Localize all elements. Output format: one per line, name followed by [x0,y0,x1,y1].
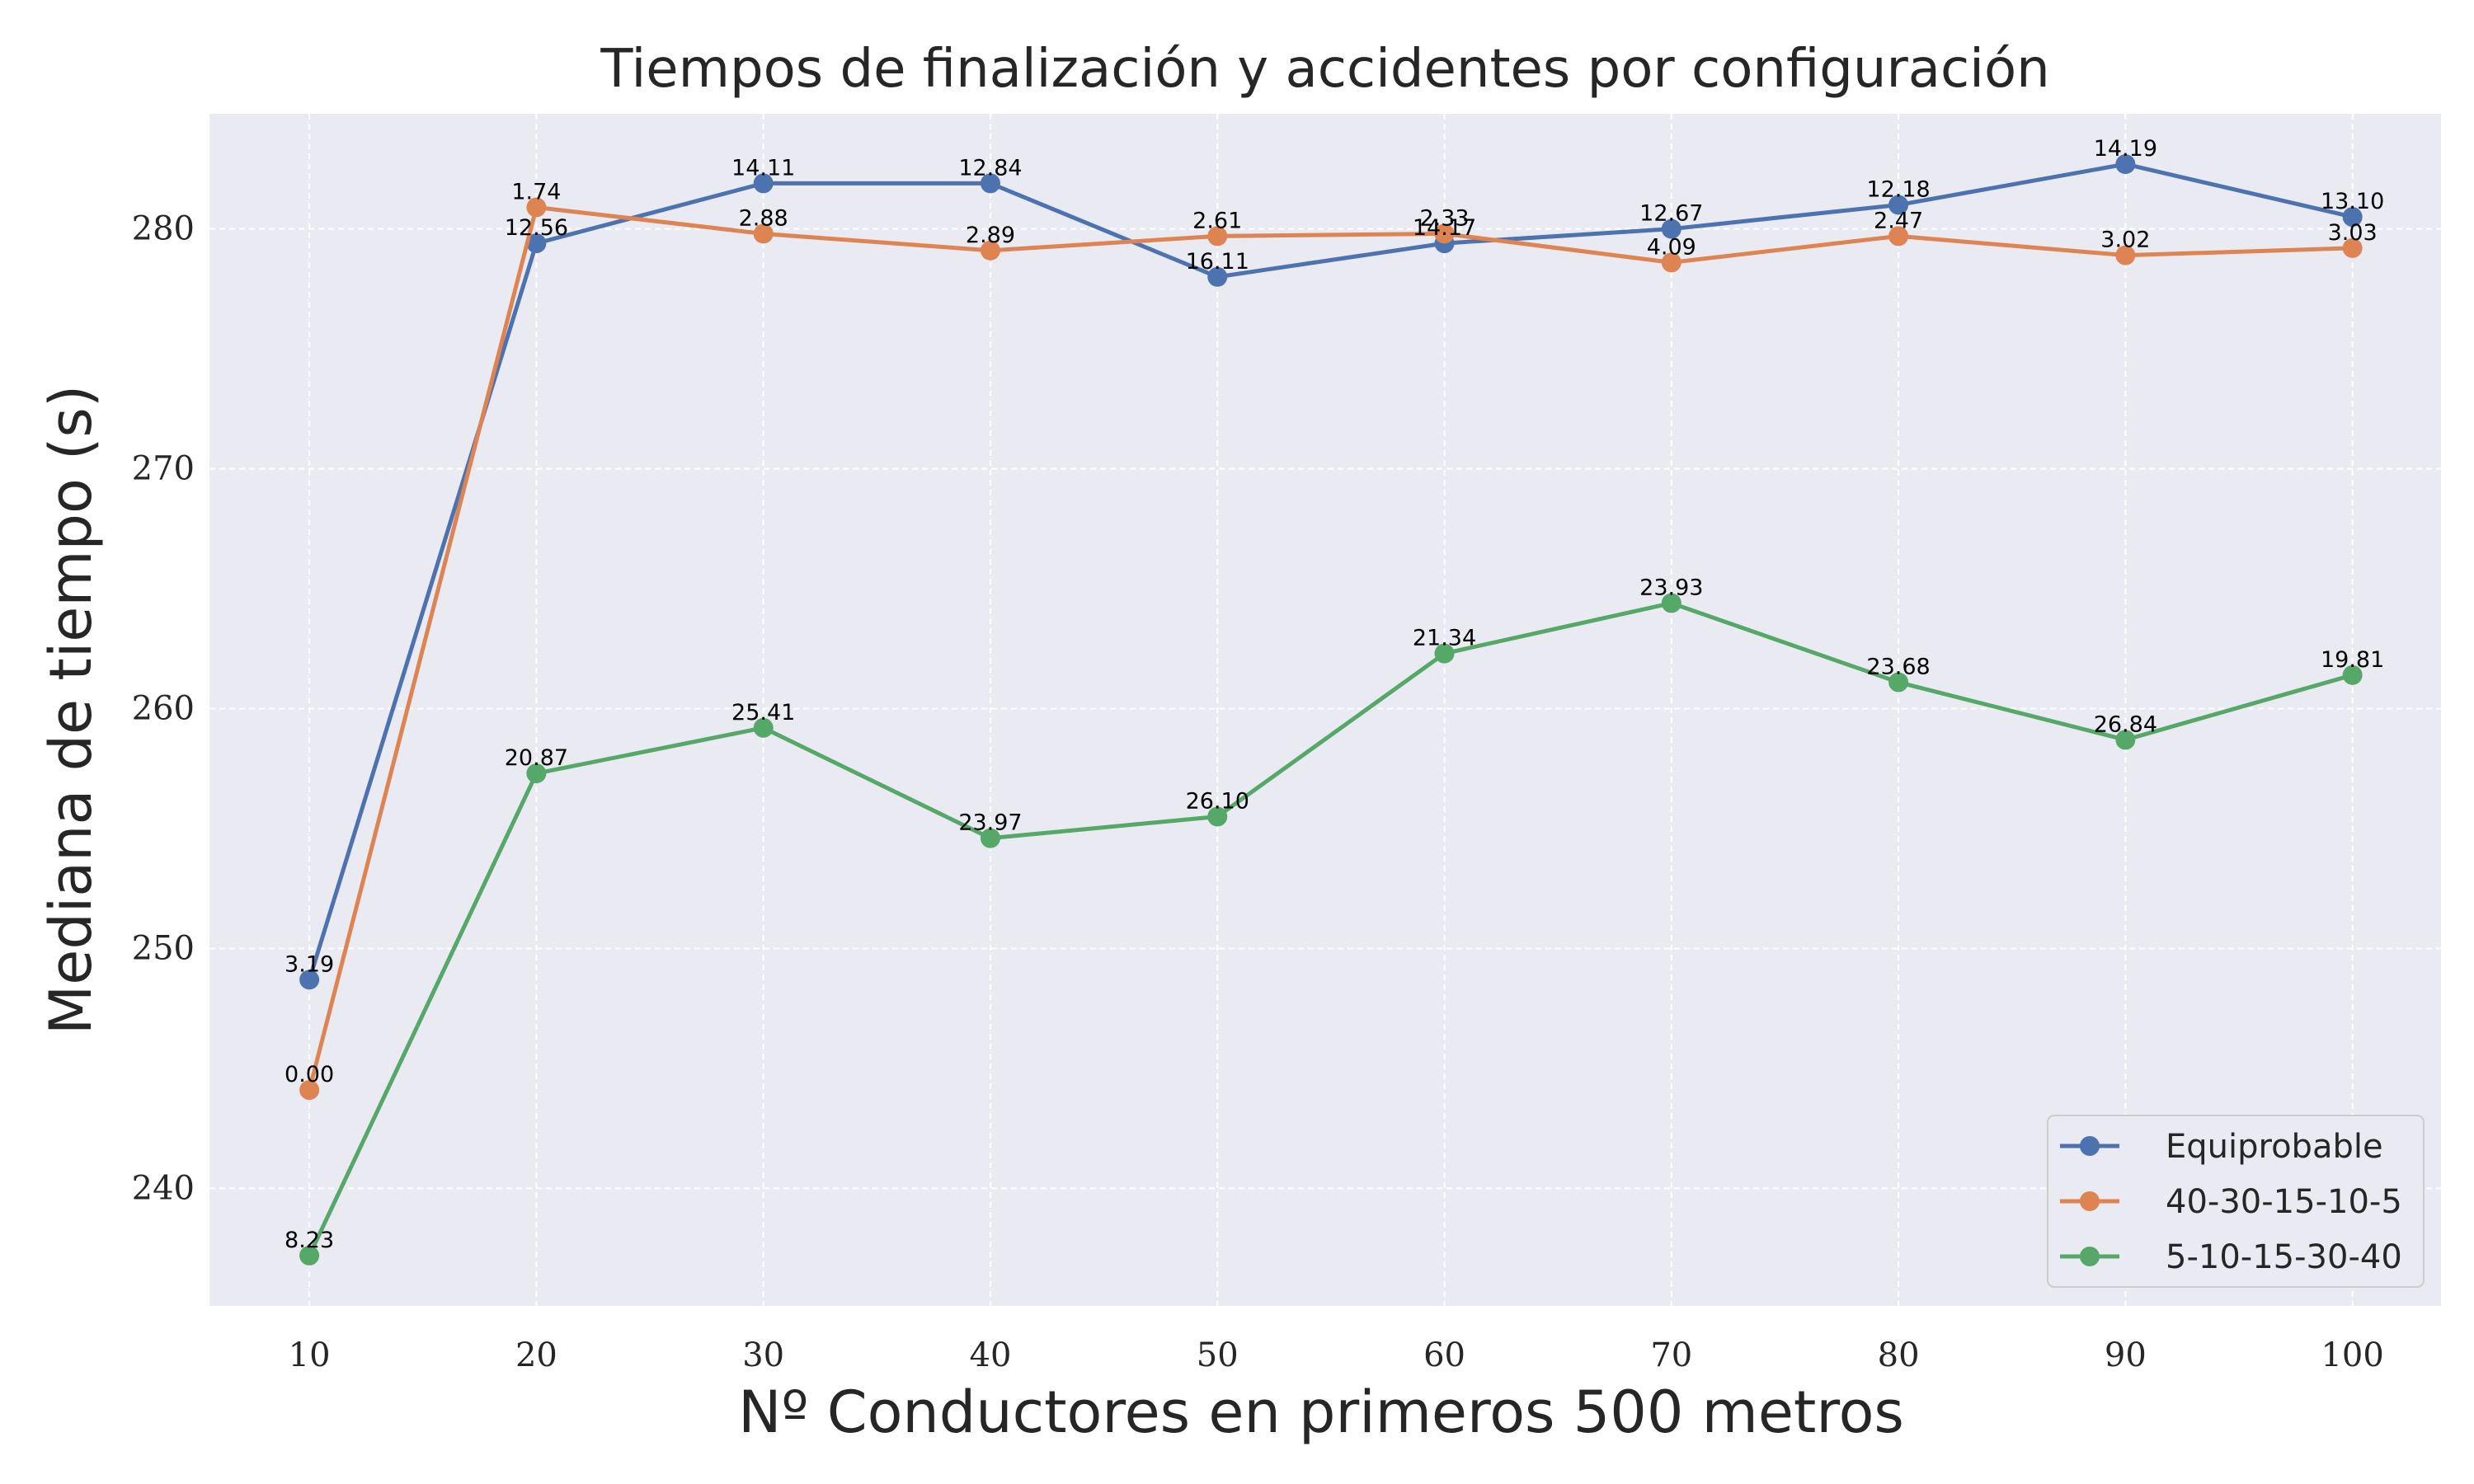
data-point [299,970,320,990]
y-tick-label: 250 [132,929,195,967]
data-labels: 3.19 12.56 14.11 12.84 16.11 14.17 12.67 12.18 1… [285,136,2384,1253]
legend-item: 40-30-15-10-5 [2060,1183,2402,1221]
data-point [1207,266,1228,287]
data-point [1661,218,1681,239]
data-label: 12.56 [505,215,568,241]
data-label: 23.68 [1866,655,1930,680]
data-point [526,197,547,218]
series-line [307,162,2354,981]
data-label: 2.33 [1419,205,1469,231]
series-2 [299,197,2363,1101]
data-point [1661,252,1681,273]
data-point [980,828,1000,848]
x-tick-label: 70 [1650,1336,1692,1374]
data-point [1207,226,1228,247]
data-point [753,173,774,194]
legend-item: 5-10-15-30-40 [2060,1238,2402,1276]
data-label: 19.81 [2321,647,2384,673]
x-tick-label: 80 [1878,1336,1920,1374]
data-point [2115,154,2136,175]
legend-box [2047,1115,2425,1288]
legend-label: Equiprobable [2166,1128,2383,1166]
data-point [980,240,1000,261]
data-label: 20.87 [505,745,568,771]
x-tick-label: 100 [2321,1336,2383,1374]
legend-item: Equiprobable [2060,1128,2383,1166]
y-tick-label: 240 [132,1169,195,1207]
y-axis-label: Mediana de tiempo (s) [37,385,105,1035]
data-point [980,173,1000,194]
x-tick-label: 30 [742,1336,784,1374]
x-tick-label: 60 [1423,1336,1465,1374]
data-label: 14.19 [2094,136,2157,162]
data-point [526,763,547,784]
legend-swatch-marker [2080,1191,2100,1211]
data-point [299,1080,320,1101]
data-point [526,233,547,254]
x-tick-label: 10 [289,1336,331,1374]
data-label: 14.17 [1413,215,1476,241]
data-label: 26.10 [1186,788,1249,814]
series-lines [299,154,2363,1266]
legend-swatch-marker [2080,1136,2100,1156]
y-tick-label: 280 [132,210,195,248]
data-point [2342,207,2363,228]
data-label: 26.84 [2094,711,2157,737]
data-point [753,223,774,244]
data-label: 3.03 [2328,220,2378,246]
data-label: 25.41 [731,700,795,726]
data-label: 3.19 [285,951,334,977]
series-line [307,601,2354,1256]
legend-label: 5-10-15-30-40 [2166,1238,2402,1276]
x-axis-label: Nº Conductores en primeros 500 metros [738,1378,1904,1446]
legend-label: 40-30-15-10-5 [2166,1183,2402,1221]
data-label: 21.34 [1413,626,1476,651]
data-point [1434,223,1455,244]
data-label: 1.74 [511,179,561,204]
data-point [1661,593,1681,613]
data-point [1888,226,1909,247]
data-point [2115,245,2136,265]
data-point [299,1245,320,1266]
y-tick-label: 260 [132,690,195,728]
data-point [1434,643,1455,664]
data-label: 16.11 [1186,249,1249,275]
axis-ticks: 10 20 30 40 50 60 70 80 90 100 240 250 260 270 280 [132,210,2384,1374]
data-point [2342,237,2363,258]
data-point [753,717,774,738]
data-label: 2.47 [1874,208,1923,233]
data-point [1888,672,1909,693]
data-label: 23.97 [958,810,1022,836]
legend: Equiprobable 40-30-15-10-5 5-10-15-30-40 [2047,1115,2425,1288]
data-point [2115,730,2136,750]
legend-swatch-marker [2080,1247,2100,1266]
data-label: 2.88 [739,205,788,231]
data-label: 4.09 [1647,234,1696,260]
data-label: 2.89 [966,223,1015,248]
x-tick-label: 90 [2105,1336,2147,1374]
data-label: 12.67 [1639,201,1703,227]
data-label: 2.61 [1192,208,1242,233]
y-tick-label: 270 [132,450,195,488]
data-label: 12.84 [958,155,1022,181]
data-label: 14.11 [731,155,795,181]
data-point [1207,806,1228,827]
data-label: 0.00 [285,1062,334,1087]
grid-lines [209,114,2441,1306]
series-line [307,204,2353,1091]
data-label: 3.02 [2100,228,2150,253]
chart-title: Tiempos de finalización y accidentes por… [600,39,2049,100]
data-label: 12.18 [1866,177,1930,203]
x-tick-label: 20 [515,1336,557,1374]
data-label: 23.93 [1639,575,1703,601]
plot-area [209,114,2441,1306]
data-label: 13.10 [2321,189,2384,214]
x-tick-label: 40 [970,1336,1012,1374]
data-label: 8.23 [285,1228,334,1253]
series-3 [299,593,2363,1266]
data-point [2342,665,2363,685]
x-tick-label: 50 [1197,1336,1239,1374]
data-point [1888,195,1909,215]
